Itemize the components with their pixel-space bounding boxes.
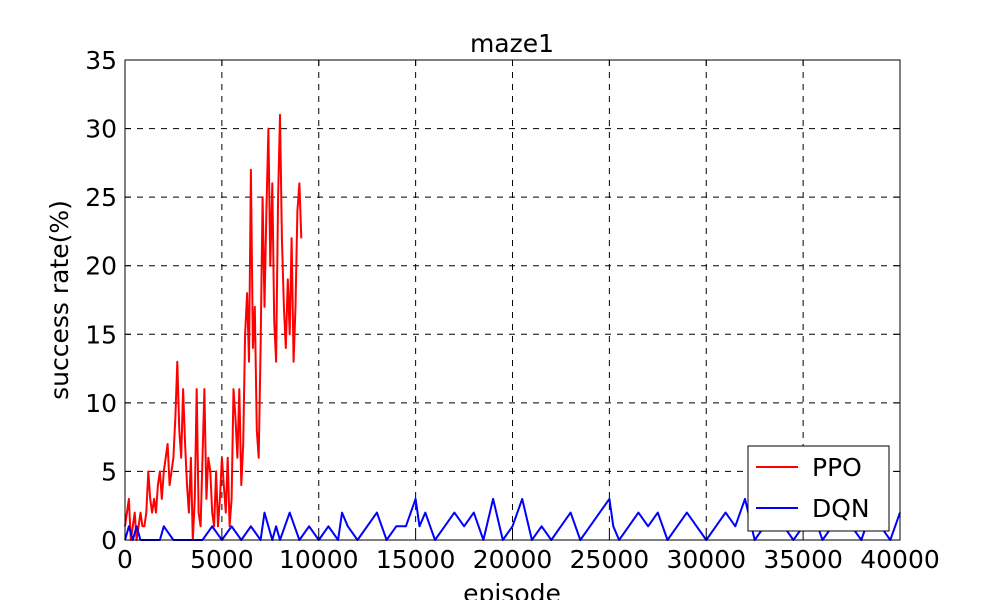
x-tick-label: 10000 [279,545,359,574]
y-tick-label: 25 [85,183,117,212]
x-tick-label: 15000 [376,545,456,574]
y-tick-label: 0 [101,526,117,555]
y-tick-label: 30 [85,115,117,144]
x-tick-label: 40000 [860,545,940,574]
x-tick-label: 5000 [190,545,254,574]
y-axis-label: success rate(%) [45,200,74,400]
x-tick-label: 35000 [763,545,843,574]
legend: PPO DQN [747,445,890,532]
y-tick-label: 35 [85,46,117,75]
legend-label-dqn: DQN [812,494,870,523]
y-tick-label: 20 [85,252,117,281]
series-line-ppo [124,113,303,541]
legend-label-ppo: PPO [812,453,862,482]
x-tick-label: 25000 [570,545,650,574]
y-tick-labels: 0 5 10 15 20 25 30 35 [85,46,117,555]
x-tick-label: 30000 [666,545,746,574]
tick-marks [124,59,901,541]
x-tick-label: 0 [117,545,133,574]
x-axis-label: episode [463,579,561,600]
y-tick-label: 5 [101,457,117,486]
y-tick-label: 15 [85,320,117,349]
chart-title: maze1 [470,29,554,58]
legend-box [747,445,890,532]
x-tick-labels: 0 5000 10000 15000 20000 25000 30000 35000 40000 [117,545,940,574]
y-tick-label: 10 [85,389,117,418]
x-tick-label: 20000 [473,545,553,574]
